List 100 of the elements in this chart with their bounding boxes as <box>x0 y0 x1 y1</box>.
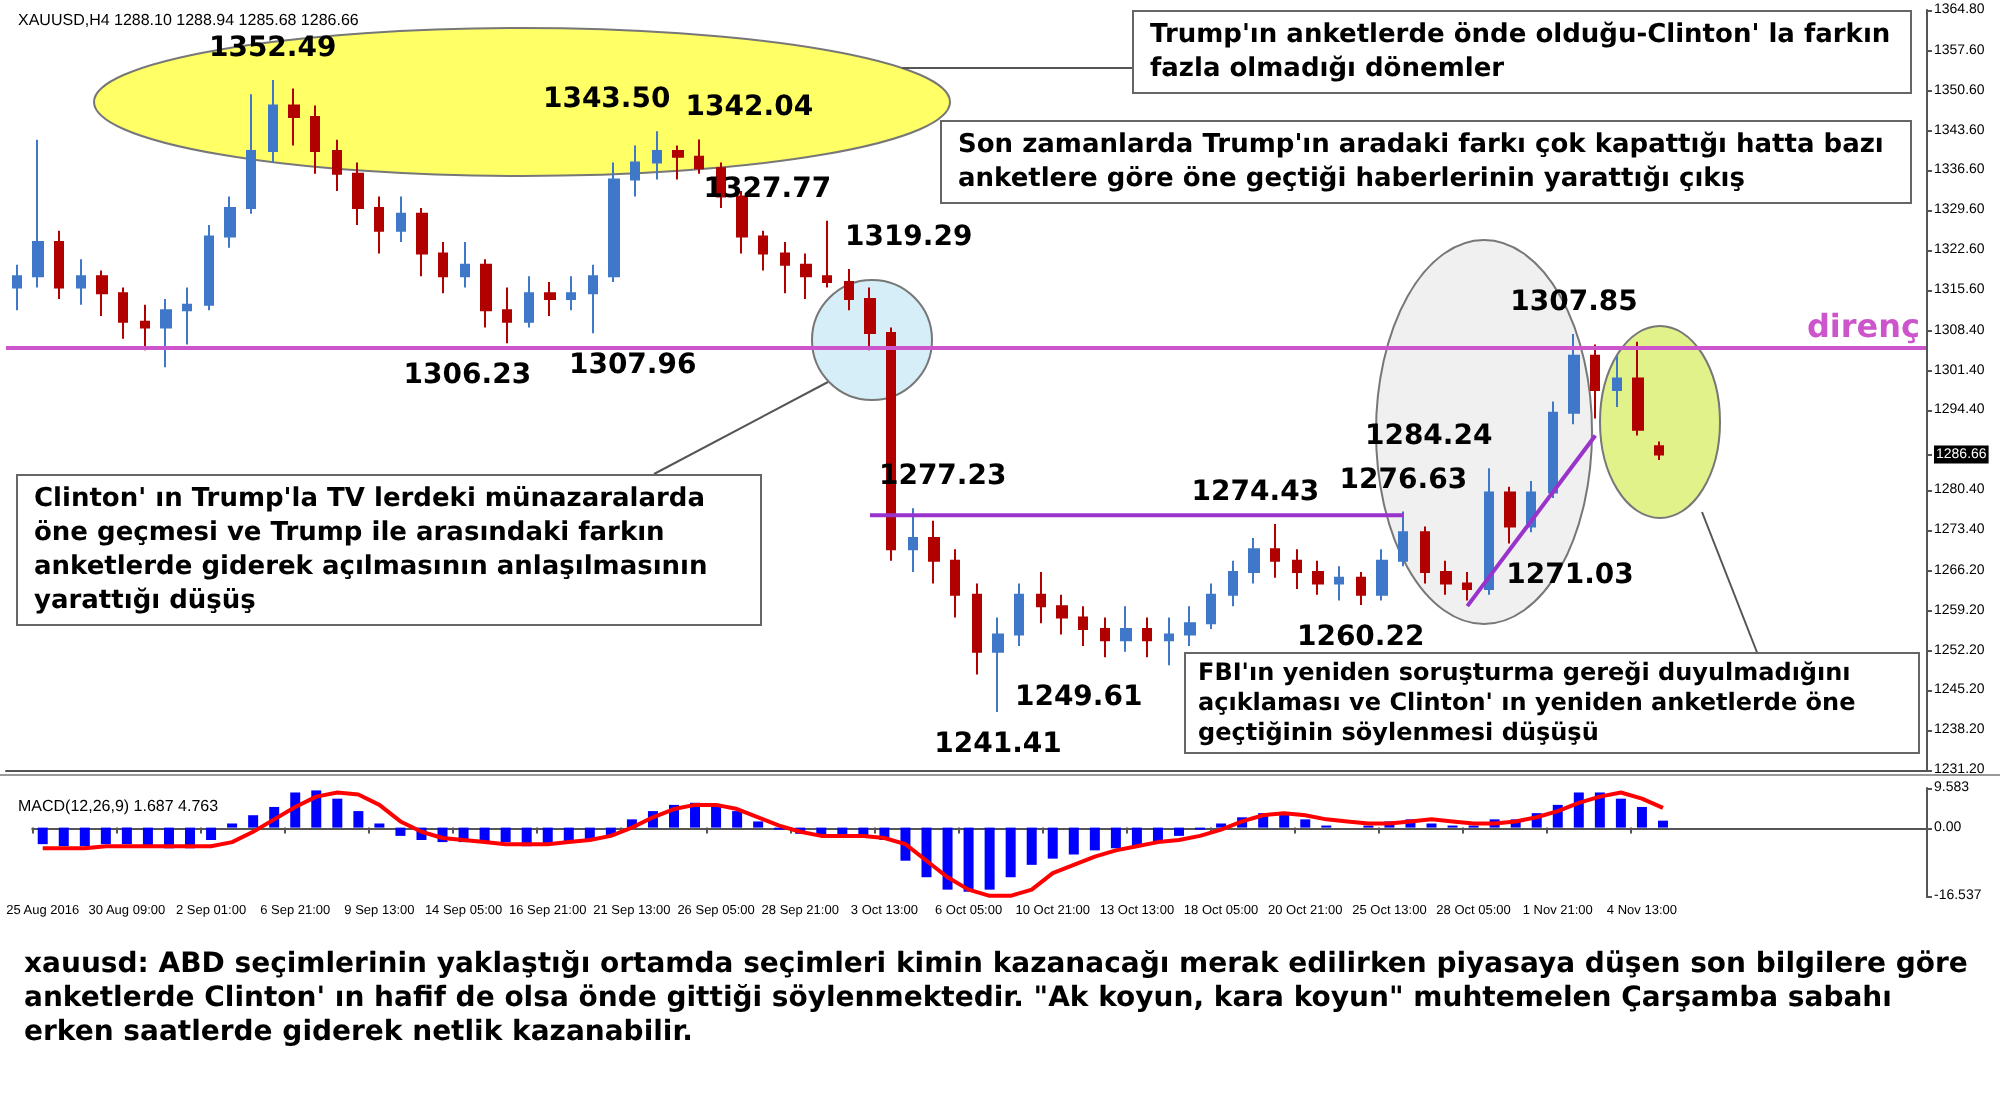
candlestick <box>1270 523 1280 579</box>
candlestick <box>1376 548 1388 602</box>
candlestick <box>1206 582 1216 630</box>
candlestick <box>1568 332 1580 426</box>
annotation: 1306.23 <box>403 359 532 392</box>
candlestick <box>672 144 684 181</box>
candlestick <box>160 297 172 369</box>
candlestick <box>268 79 278 164</box>
candlestick <box>864 286 876 352</box>
annotation: 1319.29 <box>844 220 973 253</box>
bar <box>1300 819 1311 828</box>
candlestick <box>1356 571 1366 606</box>
candlestick <box>438 241 448 295</box>
candlestick <box>1078 605 1088 647</box>
candlestick <box>76 258 86 306</box>
text: MACD(12,26,9) 1.687 4.763 <box>18 797 220 815</box>
candlestick <box>1590 343 1600 420</box>
bar <box>58 827 69 847</box>
candlestick <box>544 280 556 318</box>
candlestick <box>588 263 598 335</box>
candlestick <box>1440 559 1452 596</box>
candlestick <box>1420 525 1430 585</box>
candlestick <box>480 258 492 329</box>
candlestick <box>1164 616 1174 667</box>
candlestick <box>460 241 470 289</box>
candlestick <box>182 286 192 346</box>
bar <box>1026 827 1037 865</box>
callout-box: Clinton' ın Trump'la TV lerdeki münazaralarda öne geçmesi ve Trump ile arasındaki farkın anketlerde giderek açılmasının anlaşılmasının yarattığı düşüş <box>16 474 762 626</box>
bar <box>353 811 364 828</box>
candlestick <box>992 616 1004 713</box>
bar <box>942 827 953 890</box>
candlestick <box>96 269 108 318</box>
candlestick <box>310 104 320 175</box>
candlestick <box>1632 340 1644 437</box>
candlestick <box>502 286 512 345</box>
candlestick <box>1484 467 1494 596</box>
bar <box>1174 827 1184 836</box>
annotation: 1276.63 <box>1339 463 1468 496</box>
callout-box: Son zamanlarda Trump'ın aradaki farkı çok kapattığı hatta bazı anketlere göre öne geçtiği haberlerinin yarattığı çıkış <box>940 120 1912 204</box>
annotation: 1352.49 <box>208 32 337 65</box>
annotation: 1241.41 <box>934 727 1062 760</box>
bar <box>1615 798 1626 828</box>
candlestick <box>1612 354 1622 409</box>
bar <box>732 811 743 828</box>
candlestick <box>524 275 534 329</box>
bar <box>1089 827 1100 851</box>
candlestick <box>12 263 22 312</box>
bar <box>37 827 48 845</box>
candlestick <box>908 507 918 574</box>
candlestick <box>1504 485 1516 545</box>
bar <box>100 827 111 845</box>
bar <box>1657 820 1668 828</box>
candlestick <box>1120 605 1132 653</box>
candlestick <box>928 519 940 585</box>
bar <box>500 827 511 843</box>
annotation: 1284.24 <box>1364 420 1493 453</box>
bar <box>395 827 406 836</box>
bar <box>984 827 995 890</box>
annotation: 1271.03 <box>1506 559 1634 592</box>
candlestick <box>1142 616 1152 659</box>
candlestick <box>694 138 704 175</box>
annotation: 1343.50 <box>542 83 671 116</box>
candlestick <box>1248 536 1260 585</box>
candlestick <box>396 195 406 244</box>
ref-line-label: direnç <box>1806 306 1920 345</box>
candlestick <box>118 286 128 340</box>
candlestick <box>204 224 214 312</box>
candlestick <box>630 144 640 198</box>
candlestick <box>246 93 256 215</box>
callout-box: FBI'ın yeniden soruşturma gereği duyulmadığını açıklaması ve Clinton' ın yeniden anketlerde öne geçtiğinin söylenmesi düşüşü <box>1184 652 1920 754</box>
bar <box>963 827 974 892</box>
annotation: 1260.22 <box>1296 620 1425 653</box>
bar <box>711 804 722 828</box>
candlestick <box>1014 582 1024 647</box>
annotation: 1274.43 <box>1191 476 1320 509</box>
chart-title: XAUUSD,H4 1288.10 1288.94 1285.68 1286.66 <box>18 11 360 29</box>
candlestick <box>1462 571 1472 602</box>
bar <box>753 821 764 828</box>
candlestick <box>1548 400 1558 500</box>
candlestick <box>822 219 832 289</box>
candlestick <box>332 138 342 192</box>
candlestick <box>972 582 982 676</box>
candlestick <box>1654 440 1664 462</box>
bar <box>1047 827 1058 859</box>
bar <box>1068 827 1079 855</box>
bar <box>1005 827 1016 878</box>
candlestick <box>758 229 768 272</box>
candlestick <box>1334 565 1344 602</box>
annotation: 1307.96 <box>568 349 697 382</box>
candlestick <box>844 267 854 312</box>
candlestick <box>288 87 300 147</box>
bar <box>206 827 217 841</box>
candlestick <box>374 195 384 255</box>
bar <box>121 827 132 845</box>
candlestick <box>800 252 812 300</box>
candlestick <box>352 161 364 227</box>
candlestick <box>1184 605 1196 647</box>
annotation: 1342.04 <box>685 91 814 124</box>
candlestick <box>1292 548 1302 591</box>
candlestick <box>54 229 64 300</box>
